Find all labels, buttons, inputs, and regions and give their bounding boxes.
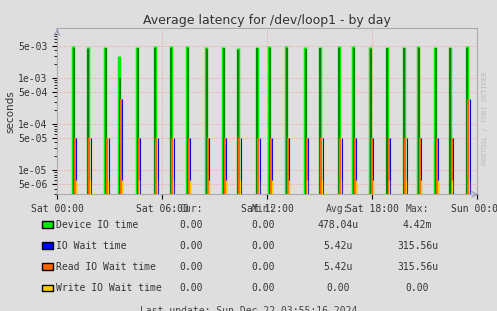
Text: Write IO Wait time: Write IO Wait time <box>56 283 162 293</box>
Text: 5.42u: 5.42u <box>323 241 353 251</box>
Text: RRDTOOL / TOBI OETIKER: RRDTOOL / TOBI OETIKER <box>482 72 488 165</box>
Text: 0.00: 0.00 <box>179 283 203 293</box>
Text: 0.00: 0.00 <box>179 262 203 272</box>
Text: 0.00: 0.00 <box>251 262 275 272</box>
Text: 0.00: 0.00 <box>251 220 275 230</box>
Text: Min:: Min: <box>251 204 275 214</box>
Text: 0.00: 0.00 <box>251 241 275 251</box>
Y-axis label: seconds: seconds <box>5 90 15 132</box>
Text: Last update: Sun Dec 22 03:55:16 2024: Last update: Sun Dec 22 03:55:16 2024 <box>140 306 357 311</box>
Text: 4.42m: 4.42m <box>403 220 432 230</box>
Text: Max:: Max: <box>406 204 429 214</box>
Text: IO Wait time: IO Wait time <box>56 241 126 251</box>
Text: Device IO time: Device IO time <box>56 220 138 230</box>
Text: Avg:: Avg: <box>326 204 350 214</box>
Title: Average latency for /dev/loop1 - by day: Average latency for /dev/loop1 - by day <box>143 14 391 27</box>
Text: 0.00: 0.00 <box>326 283 350 293</box>
Text: 0.00: 0.00 <box>251 283 275 293</box>
Text: 315.56u: 315.56u <box>397 241 438 251</box>
Text: 478.04u: 478.04u <box>318 220 358 230</box>
Text: 315.56u: 315.56u <box>397 262 438 272</box>
Text: 0.00: 0.00 <box>406 283 429 293</box>
Text: 0.00: 0.00 <box>179 241 203 251</box>
Text: 0.00: 0.00 <box>179 220 203 230</box>
Text: Cur:: Cur: <box>179 204 203 214</box>
Text: 5.42u: 5.42u <box>323 262 353 272</box>
Text: Read IO Wait time: Read IO Wait time <box>56 262 156 272</box>
